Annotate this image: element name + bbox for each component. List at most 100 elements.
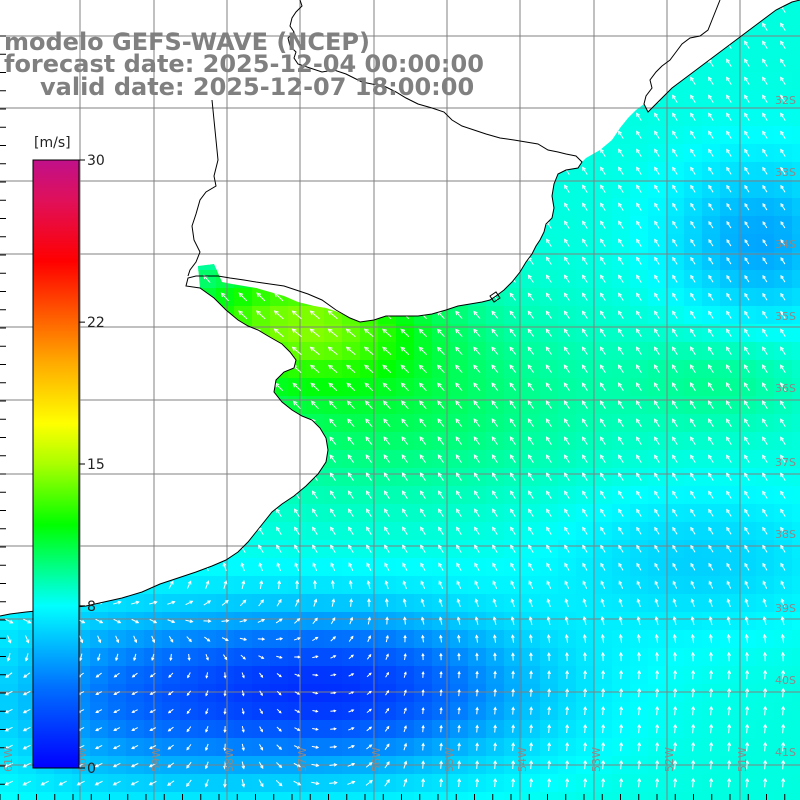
field-cell — [792, 90, 800, 109]
field-cell — [792, 288, 800, 307]
field-cell — [792, 342, 800, 361]
colorbar-tick-label: 0 — [87, 761, 96, 777]
longitude-label: 53W — [590, 747, 603, 772]
field-cell — [792, 180, 800, 199]
field-cell — [522, 792, 541, 800]
field-cell — [54, 792, 73, 800]
field-cell — [792, 504, 800, 523]
field-cell — [432, 792, 451, 800]
field-cell — [792, 36, 800, 55]
field-cell — [792, 126, 800, 145]
colorbar-tick-label: 22 — [87, 315, 105, 331]
longitude-label: 52W — [663, 747, 676, 772]
field-cell — [792, 792, 800, 800]
field-cell — [378, 792, 397, 800]
field-cell — [792, 576, 800, 595]
field-cell — [792, 216, 800, 235]
field-cell — [108, 792, 127, 800]
field-cell — [468, 792, 487, 800]
longitude-label: 56W — [370, 747, 383, 772]
field-cell — [792, 540, 800, 559]
field-cell — [792, 468, 800, 487]
latitude-label: 32S — [775, 94, 796, 107]
field-cell — [288, 792, 307, 800]
latitude-label: 40S — [775, 674, 796, 687]
field-cell — [792, 450, 800, 469]
field-cell — [792, 108, 800, 127]
latitude-label: 39S — [775, 602, 796, 615]
field-cell — [792, 774, 800, 793]
field-cell — [72, 792, 91, 800]
field-cell — [792, 324, 800, 343]
field-cell — [792, 0, 800, 19]
field-cell — [126, 792, 145, 800]
field-cell — [792, 18, 800, 37]
latitude-label: 41S — [775, 746, 796, 759]
longitude-label: 61W — [2, 747, 15, 772]
field-cell — [792, 612, 800, 631]
field-cell — [756, 792, 775, 800]
field-cell — [774, 792, 793, 800]
field-cell — [720, 792, 739, 800]
longitude-label: 57W — [296, 747, 309, 772]
field-cell — [792, 306, 800, 325]
field-cell — [792, 522, 800, 541]
field-cell — [612, 792, 631, 800]
colorbar-tick-label: 8 — [87, 599, 96, 615]
latitude-label: 34S — [775, 238, 796, 251]
longitude-label: 55W — [443, 747, 456, 772]
field-cell — [162, 792, 181, 800]
field-cell — [792, 144, 800, 163]
field-cell — [738, 792, 757, 800]
field-cell — [792, 414, 800, 433]
colorbar-gradient — [32, 159, 80, 769]
field-cell — [0, 792, 19, 800]
longitude-label: 58W — [223, 747, 236, 772]
field-cell — [792, 432, 800, 451]
colorbar-tick-label: 15 — [87, 457, 105, 473]
valid-date: valid date: 2025-12-07 18:00:00 — [40, 73, 475, 101]
latitude-label: 36S — [775, 382, 796, 395]
field-cell — [360, 792, 379, 800]
field-cell — [594, 792, 613, 800]
field-cell — [396, 792, 415, 800]
field-cell — [18, 792, 37, 800]
field-cell — [36, 792, 55, 800]
field-cell — [306, 792, 325, 800]
latitude-label: 33S — [775, 166, 796, 179]
field-cell — [486, 792, 505, 800]
field-cell — [792, 558, 800, 577]
latitude-label: 37S — [775, 456, 796, 469]
latitude-label: 35S — [775, 310, 796, 323]
field-cell — [792, 378, 800, 397]
field-cell — [792, 162, 800, 181]
field-cell — [792, 270, 800, 289]
field-cell — [252, 792, 271, 800]
field-cell — [792, 198, 800, 217]
field-cell — [792, 630, 800, 649]
field-cell — [792, 54, 800, 73]
field-cell — [90, 792, 109, 800]
field-cell — [792, 396, 800, 415]
field-cell — [792, 648, 800, 667]
field-cell — [792, 234, 800, 253]
field-cell — [792, 72, 800, 91]
field-cell — [144, 792, 163, 800]
field-cell — [342, 792, 361, 800]
longitude-label: 54W — [516, 747, 529, 772]
field-cell — [558, 792, 577, 800]
field-cell — [576, 792, 595, 800]
longitude-label: 59W — [150, 747, 163, 772]
field-cell — [450, 792, 469, 800]
field-cell — [270, 792, 289, 800]
latitude-label: 38S — [775, 528, 796, 541]
field-cell — [792, 360, 800, 379]
field-cell — [792, 252, 800, 271]
field-cell — [540, 792, 559, 800]
field-cell — [414, 792, 433, 800]
field-cell — [792, 720, 800, 739]
longitude-label: 51W — [736, 747, 749, 772]
field-cell — [324, 792, 343, 800]
